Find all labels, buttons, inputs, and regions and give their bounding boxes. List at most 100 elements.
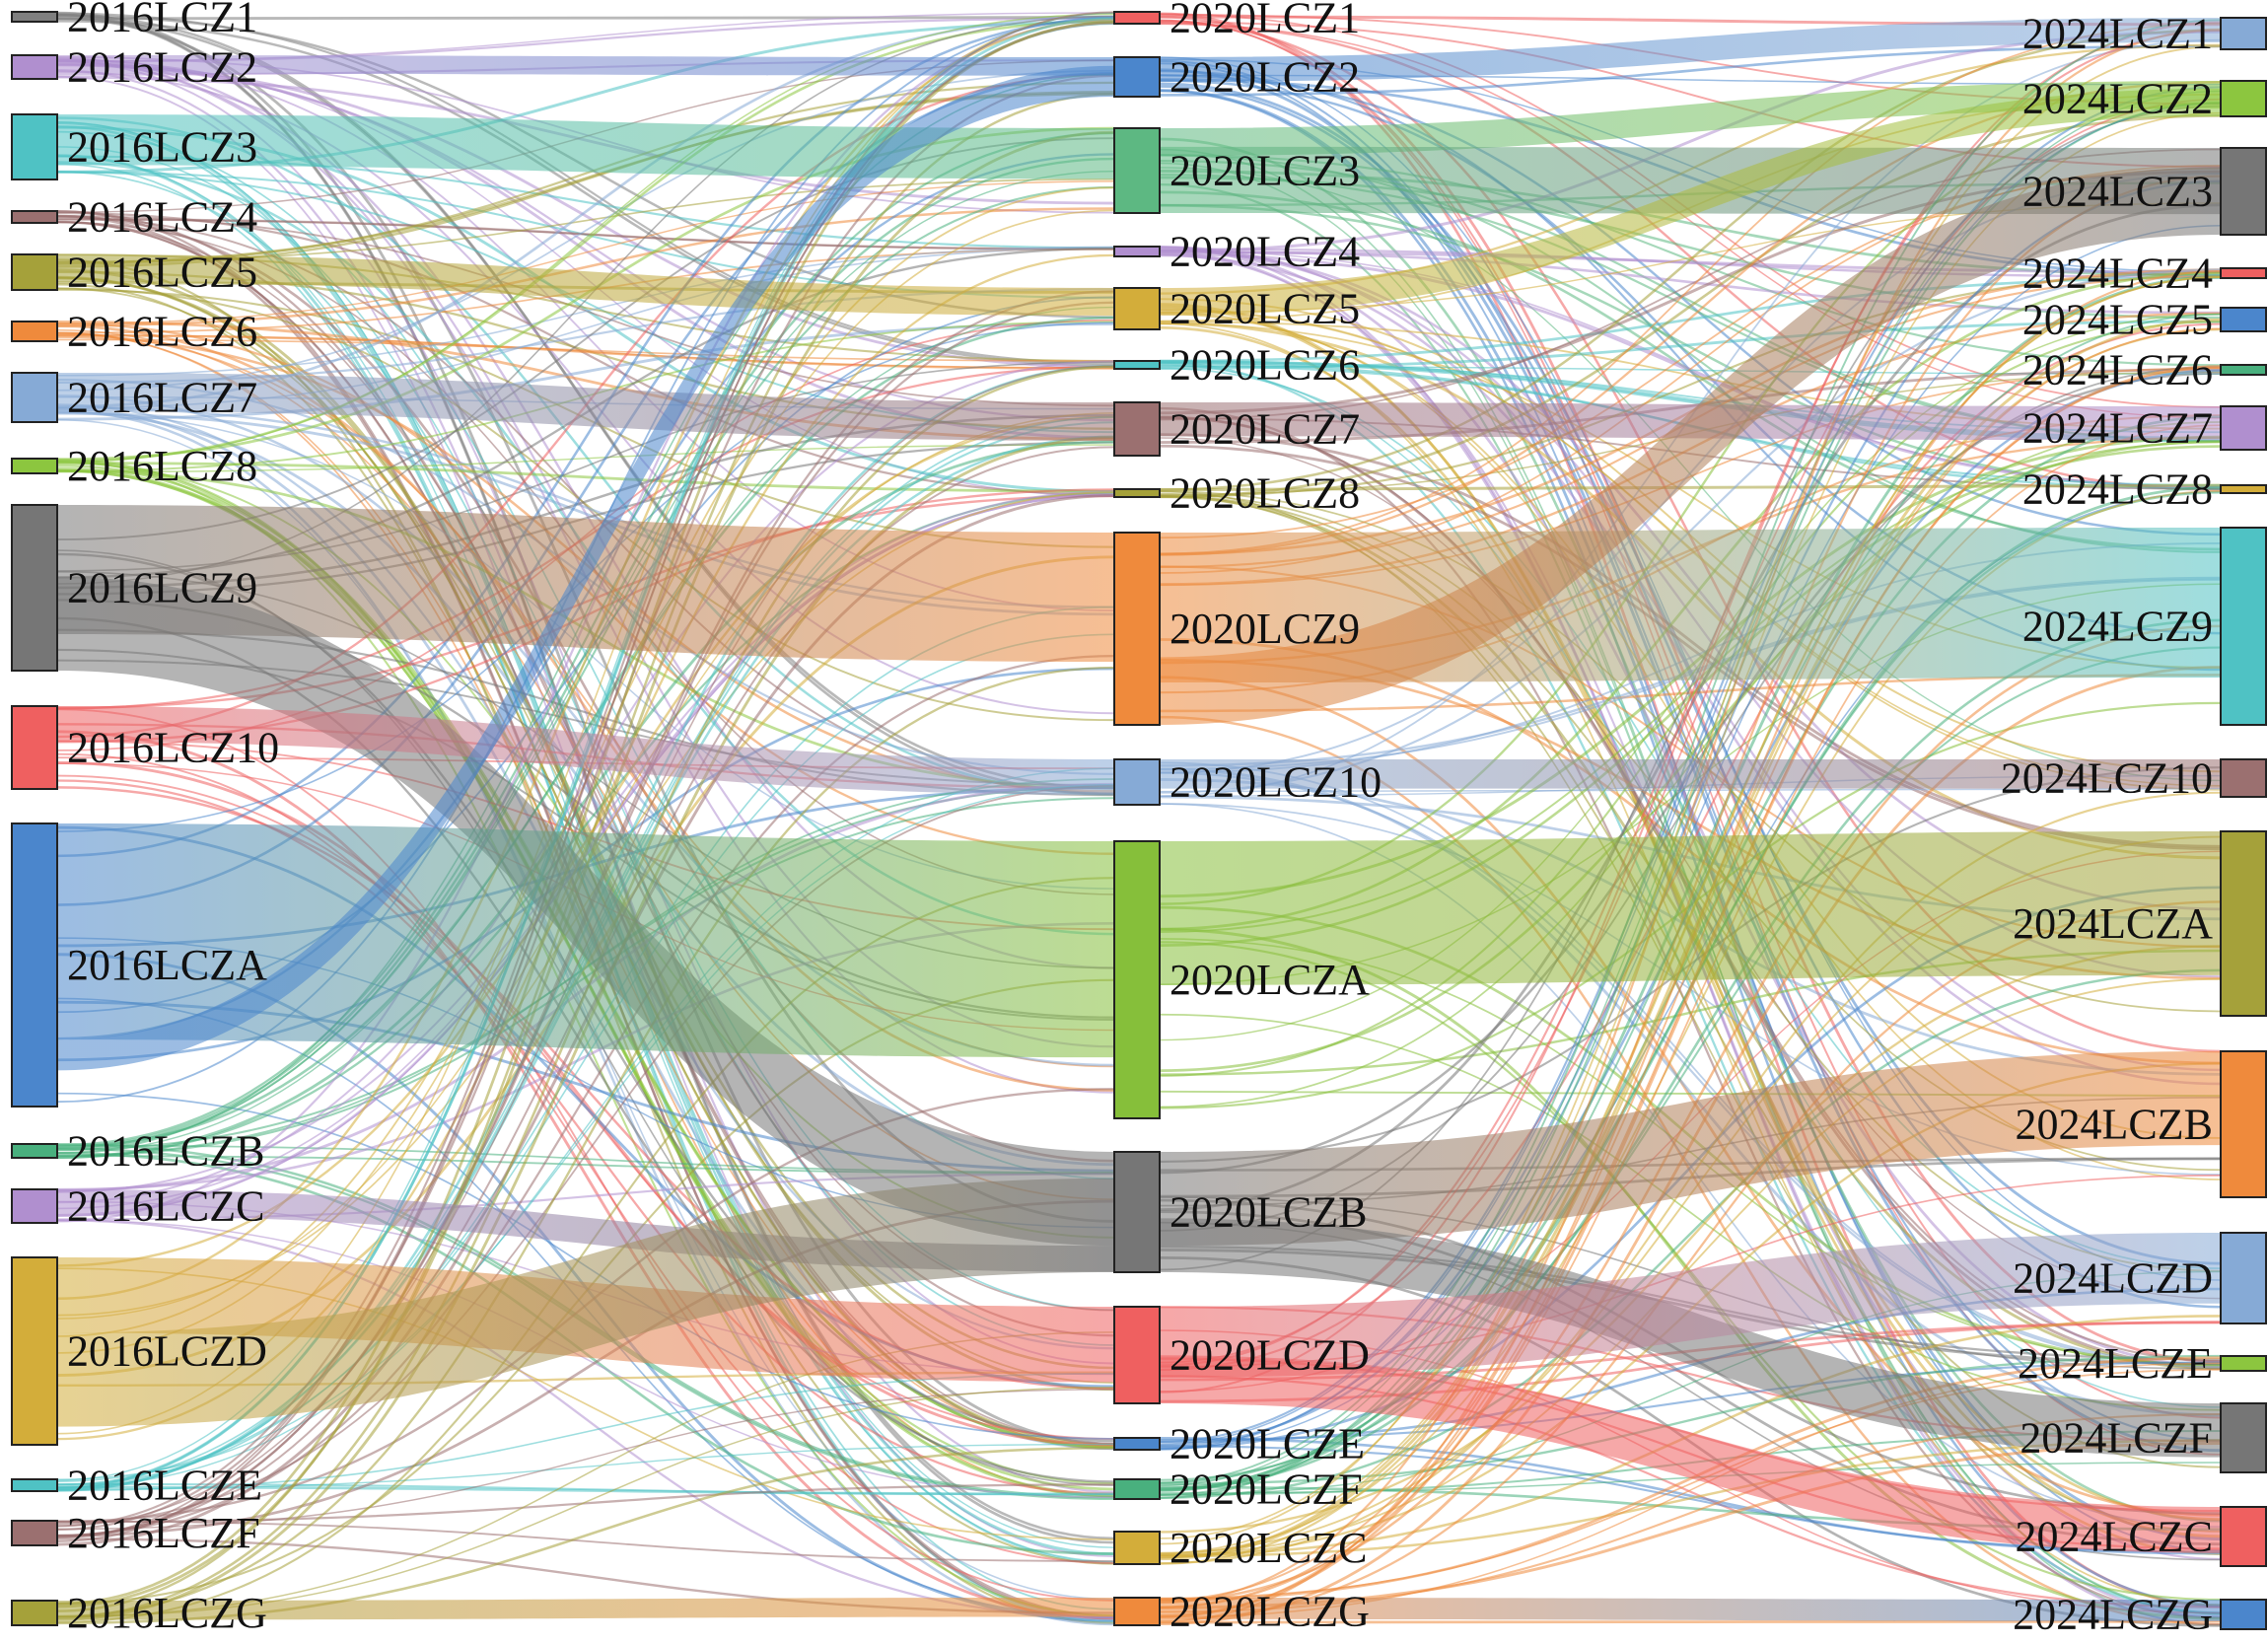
node-2016lcz4: 2016LCZ4: [11, 193, 257, 242]
major-flow-ribbon: [1160, 831, 2221, 985]
major-flow-ribbon: [57, 254, 1114, 317]
node-bar: [1113, 360, 1161, 370]
minor-flow-link: [56, 21, 1115, 1542]
node-label: 2016LCZ4: [67, 193, 257, 242]
node-label: 2020LCZF: [1169, 1465, 1363, 1514]
minor-flow-link: [1159, 977, 2222, 1556]
minor-flow-link: [56, 69, 1115, 392]
major-flow-ribbon: [1160, 146, 2221, 215]
node-bar: [2220, 267, 2267, 279]
node-2024lcz5: 2024LCZ5: [2022, 296, 2267, 344]
node-bar: [1113, 11, 1161, 25]
node-label: 2020LCZ3: [1169, 147, 1360, 195]
minor-flow-link: [56, 218, 1115, 250]
node-label: 2024LCZD: [2013, 1254, 2213, 1303]
node-2020lcz5: 2020LCZ5: [1113, 285, 1360, 333]
minor-flow-link: [1159, 1013, 2222, 1411]
minor-flow-link: [1159, 114, 2222, 499]
node-2016lczc: 2016LCZC: [11, 1182, 264, 1231]
minor-flow-link: [1159, 1619, 2222, 1624]
node-label: 2024LCZG: [2013, 1591, 2213, 1639]
node-label: 2016LCZB: [67, 1127, 264, 1176]
node-bar: [11, 705, 58, 790]
minor-flow-link: [1159, 1354, 2222, 1486]
node-2020lcz3: 2020LCZ3: [1113, 127, 1360, 214]
minor-flow-link: [56, 62, 1115, 369]
minor-flow-link: [56, 64, 1115, 422]
minor-flow-link: [56, 633, 1115, 1483]
node-2016lcza: 2016LCZA: [11, 822, 267, 1108]
node-2020lcz9: 2020LCZ9: [1113, 532, 1360, 726]
node-bar: [11, 11, 58, 23]
node-2020lcz10: 2020LCZ10: [1113, 758, 1382, 807]
node-2024lczf: 2024LCZF: [2020, 1402, 2267, 1473]
major-flow-ribbon: [57, 114, 1114, 179]
major-flow-ribbon: [57, 373, 1114, 441]
major-flow-ribbon: [57, 1178, 1114, 1427]
node-2020lcze: 2020LCZE: [1113, 1420, 1365, 1468]
major-flow-ribbon: [57, 65, 1114, 1071]
node-2020lczg: 2020LCZG: [1113, 1588, 1370, 1636]
minor-flow-link: [56, 12, 1115, 365]
node-2020lcz2: 2020LCZ2: [1113, 53, 1360, 102]
node-label: 2016LCZ10: [67, 724, 279, 772]
minor-flow-link: [56, 11, 1115, 1528]
node-label: 2024LCZ7: [2022, 404, 2213, 453]
minor-flow-link: [56, 1485, 1115, 1496]
node-bar: [2220, 80, 2267, 117]
node-label: 2020LCZ8: [1169, 469, 1360, 518]
node-bar: [11, 1520, 58, 1546]
major-flow-ribbon: [1160, 1598, 2221, 1621]
major-flow-ribbon: [57, 706, 1114, 795]
minor-flow-link: [1159, 483, 2222, 492]
node-bar: [11, 1143, 58, 1159]
node-bar: [1113, 246, 1161, 257]
node-label: 2020LCZ4: [1169, 228, 1360, 276]
node-2024lczd: 2024LCZD: [2013, 1232, 2267, 1324]
node-label: 2020LCZG: [1169, 1588, 1370, 1636]
minor-flow-link: [1159, 676, 2222, 1517]
minor-flow-link: [1159, 1361, 2222, 1441]
node-bar: [2220, 1050, 2267, 1198]
minor-flow-link: [1159, 22, 2222, 555]
node-label: 2020LCZ7: [1169, 405, 1360, 454]
node-bar: [11, 253, 58, 291]
major-flow-ribbon: [1160, 81, 2221, 157]
minor-flow-link: [56, 784, 1115, 1526]
node-2024lcz7: 2024LCZ7: [2022, 404, 2267, 453]
node-bar: [11, 504, 58, 672]
node-2024lczg: 2024LCZG: [2013, 1591, 2267, 1639]
node-bar: [1113, 488, 1161, 498]
node-2016lczd: 2016LCZD: [11, 1256, 267, 1446]
node-2020lczc: 2020LCZC: [1113, 1524, 1367, 1572]
node-label: 2016LCZ9: [67, 564, 257, 612]
minor-flow-link: [56, 20, 1115, 367]
node-label: 2024LCZB: [2016, 1101, 2213, 1149]
node-label: 2020LCZA: [1169, 956, 1370, 1004]
node-2020lczf: 2020LCZF: [1113, 1465, 1363, 1514]
major-flows: [57, 18, 2221, 1621]
node-2024lcz9: 2024LCZ9: [2022, 527, 2267, 726]
node-bar: [11, 458, 58, 474]
node-bar: [2220, 1232, 2267, 1324]
node-2016lczb: 2016LCZB: [11, 1127, 264, 1176]
node-2016lcz1: 2016LCZ1: [11, 0, 257, 41]
major-flow-ribbon: [57, 823, 1114, 1058]
node-bar: [11, 1600, 58, 1626]
node-2020lcz7: 2020LCZ7: [1113, 401, 1360, 457]
minor-flow-link: [56, 207, 1115, 327]
node-label: 2016LCZ8: [67, 442, 257, 490]
node-2016lcz3: 2016LCZ3: [11, 113, 257, 180]
minor-flow-link: [1159, 29, 2222, 491]
node-2016lcz8: 2016LCZ8: [11, 442, 257, 490]
node-2016lcz5: 2016LCZ5: [11, 249, 257, 297]
major-flow-ribbon: [1160, 167, 2221, 726]
node-bar: [2220, 1402, 2267, 1473]
minor-flow-link: [56, 1219, 1115, 1619]
minor-flow-link: [56, 157, 1115, 1149]
node-2020lcz4: 2020LCZ4: [1113, 228, 1360, 276]
minor-flow-link: [56, 666, 1115, 1618]
node-bar: [1113, 758, 1161, 806]
